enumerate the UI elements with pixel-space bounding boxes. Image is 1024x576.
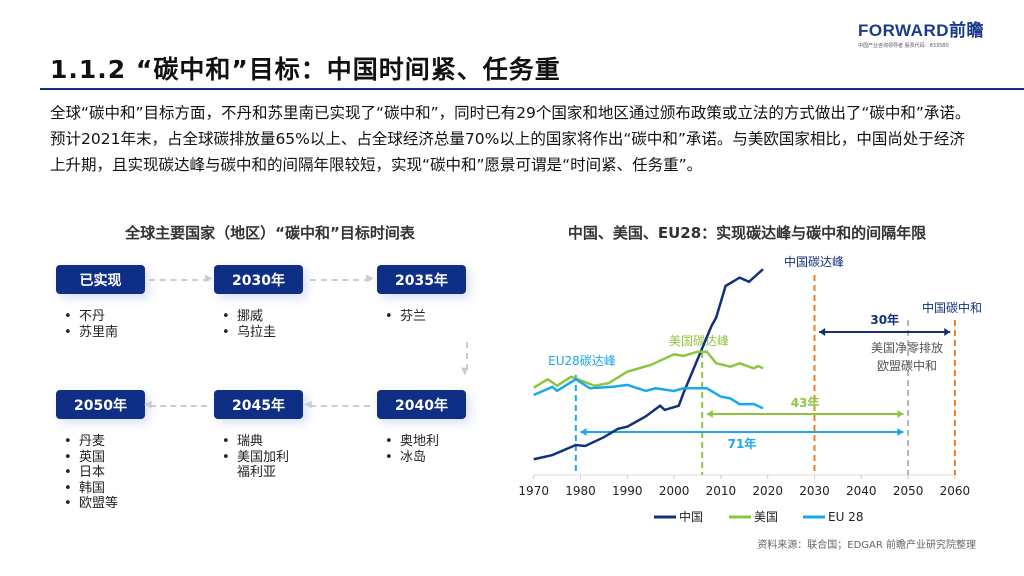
timeline-stage: 2050年 xyxy=(56,390,145,419)
arrow-head-icon: ◀ xyxy=(144,399,152,410)
country-item: 奥地利 xyxy=(385,434,439,450)
country-item: 英国 xyxy=(64,450,118,466)
flow-arrow xyxy=(149,279,209,281)
legend-label: 美国 xyxy=(754,510,778,524)
legend-label: EU 28 xyxy=(828,510,863,524)
chart: 1970 1980 1990 2000 2010 2020 2030 2040 2050 2060… xyxy=(518,254,982,524)
stage-country-list: 芬兰 xyxy=(385,309,426,325)
legend-label: 中国 xyxy=(679,509,703,524)
country-item: 日本 xyxy=(64,465,118,481)
source-note: 资料来源：联合国；EDGAR 前瞻产业研究院整理 xyxy=(757,540,976,551)
arrow-head-icon: ▼ xyxy=(461,366,469,377)
page-title: 1.1.2 “碳中和”目标：中国时间紧、任务重 xyxy=(50,55,561,84)
x-tick-label: 2030 xyxy=(799,484,830,498)
stage-country-list: 丹麦英国日本韩国欧盟等 xyxy=(64,434,118,512)
interval-label: 30年 xyxy=(870,312,899,327)
country-item: 乌拉圭 xyxy=(222,325,276,341)
country-item: 韩国 xyxy=(64,481,118,497)
title-divider xyxy=(40,88,1024,90)
logo: FORWARD前瞻 中国产业咨询领导者 股票代码：833580 xyxy=(858,16,984,49)
series-line-EU 28 xyxy=(533,377,764,410)
stage-country-list: 不丹苏里南 xyxy=(64,309,118,340)
series-line-中国 xyxy=(533,268,764,461)
country-item: 福利亚 xyxy=(237,465,277,480)
stage-country-list: 挪威乌拉圭 xyxy=(222,309,276,340)
arrow-head-icon: ▶ xyxy=(366,273,374,284)
country-item: 芬兰 xyxy=(385,309,426,325)
country-item: 欧盟等 xyxy=(64,496,118,512)
country-item: 挪威 xyxy=(222,309,276,325)
marker-label: 美国碳达峰 xyxy=(669,334,729,348)
interval-label: 71年 xyxy=(728,436,757,451)
chart-title: 中国、美国、EU28：实现碳达峰与碳中和的间隔年限 xyxy=(567,224,927,242)
marker-label: 欧盟碳中和 xyxy=(877,358,937,373)
x-tick-label: 2010 xyxy=(706,484,737,498)
timeline-stage: 2030年 xyxy=(214,265,303,294)
interval-label: 43年 xyxy=(791,395,820,410)
timeline-title: 全球主要国家（地区）“碳中和”目标时间表 xyxy=(125,224,415,242)
series-line-美国 xyxy=(533,350,764,389)
logo-tagline: 中国产业咨询领导者 股票代码：833580 xyxy=(857,43,949,49)
country-item: 瑞典 xyxy=(222,434,289,450)
country-item: 丹麦 xyxy=(64,434,118,450)
country-item: 不丹 xyxy=(64,309,118,325)
marker-label: 中国碳中和 xyxy=(922,300,982,315)
x-tick-label: 2060 xyxy=(940,484,971,498)
marker-label: 中国碳达峰 xyxy=(784,254,844,269)
timeline-stage: 2040年 xyxy=(377,390,466,419)
flow-arrow xyxy=(466,342,468,370)
logo-brand: FORWARD前瞻 xyxy=(857,21,984,40)
flow-arrow xyxy=(310,405,370,407)
timeline-stage: 2045年 xyxy=(214,390,303,419)
timeline-stage: 2035年 xyxy=(377,265,466,294)
country-item: 冰岛 xyxy=(385,450,439,466)
country-item: 苏里南 xyxy=(64,325,118,341)
stage-country-list: 瑞典美国加利福利亚 xyxy=(222,434,289,481)
country-item: 美国加利 xyxy=(222,450,289,466)
timeline-stage: 已实现 xyxy=(56,265,145,294)
x-tick-label: 2020 xyxy=(752,484,783,498)
x-tick-label: 2040 xyxy=(846,484,877,498)
stage-country-list: 奥地利冰岛 xyxy=(385,434,439,465)
x-tick-label: 2000 xyxy=(659,484,690,498)
x-tick-label: 2050 xyxy=(893,484,924,498)
intro-paragraph: 全球“碳中和”目标方面，不丹和苏里南已实现了“碳中和”，同时已有29个国家和地区… xyxy=(50,104,971,174)
x-tick-label: 1980 xyxy=(565,484,596,498)
arrow-head-icon: ◀ xyxy=(304,399,312,410)
marker-label: 美国净零排放 xyxy=(871,340,943,355)
flow-arrow xyxy=(310,279,370,281)
x-tick-label: 1990 xyxy=(612,484,643,498)
marker-label: EU28碳达峰 xyxy=(548,354,616,368)
flow-arrow xyxy=(150,405,207,407)
x-tick-label: 1970 xyxy=(518,484,549,498)
arrow-head-icon: ▶ xyxy=(205,273,213,284)
